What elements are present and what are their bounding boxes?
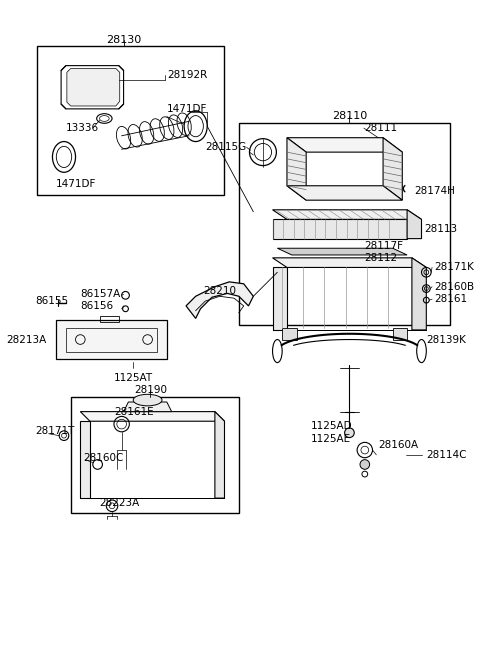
Circle shape [345, 428, 354, 438]
Text: 28190: 28190 [134, 386, 167, 396]
Ellipse shape [360, 460, 370, 469]
Polygon shape [407, 210, 421, 239]
Polygon shape [277, 248, 407, 255]
Polygon shape [273, 210, 421, 219]
Text: 28174H: 28174H [414, 186, 455, 195]
Polygon shape [123, 402, 172, 411]
Text: 28160B: 28160B [434, 281, 474, 292]
Polygon shape [287, 138, 402, 152]
Text: 86155: 86155 [35, 296, 68, 306]
Text: 28115G: 28115G [205, 142, 247, 152]
Text: 28161: 28161 [434, 294, 467, 304]
Polygon shape [215, 411, 225, 498]
Polygon shape [412, 258, 426, 330]
Bar [37, 47, 225, 195]
Text: 28130: 28130 [106, 35, 141, 45]
Polygon shape [80, 411, 225, 421]
Polygon shape [287, 138, 306, 200]
Polygon shape [383, 138, 402, 200]
Text: 28223A: 28223A [99, 498, 140, 508]
Polygon shape [67, 68, 120, 106]
Text: 28213A: 28213A [6, 335, 47, 344]
Text: 1125AD: 1125AD [311, 421, 353, 431]
Text: 13336: 13336 [66, 123, 99, 133]
Text: 1471DF: 1471DF [167, 104, 207, 114]
Text: 28113: 28113 [424, 224, 457, 234]
Text: 86156: 86156 [80, 301, 113, 311]
Text: 28112: 28112 [364, 253, 397, 263]
Text: 28210: 28210 [203, 287, 236, 297]
Ellipse shape [133, 394, 162, 406]
Polygon shape [273, 268, 287, 330]
Polygon shape [393, 328, 407, 340]
Text: 28114C: 28114C [426, 450, 467, 460]
Text: 28111: 28111 [364, 123, 397, 133]
Polygon shape [80, 421, 90, 498]
Polygon shape [273, 219, 407, 239]
Polygon shape [186, 282, 253, 318]
Text: 28161E: 28161E [114, 407, 154, 417]
Text: 28110: 28110 [332, 111, 367, 121]
Text: 1125AE: 1125AE [311, 434, 351, 443]
Text: 1125AT: 1125AT [114, 373, 153, 383]
Text: 28192R: 28192R [167, 70, 207, 80]
Bar [239, 123, 450, 325]
Polygon shape [273, 258, 426, 268]
Text: 28139K: 28139K [426, 335, 466, 344]
Text: 86157A: 86157A [80, 289, 120, 299]
Text: 28160C: 28160C [83, 453, 123, 462]
Text: 1471DF: 1471DF [56, 179, 96, 189]
Polygon shape [282, 328, 297, 340]
Text: 28160A: 28160A [378, 440, 419, 450]
Polygon shape [287, 186, 402, 200]
Text: 28171T: 28171T [35, 426, 74, 436]
Polygon shape [56, 320, 167, 359]
Text: 28171K: 28171K [434, 262, 474, 272]
Text: 28117F: 28117F [364, 241, 403, 251]
Bar [71, 397, 239, 512]
